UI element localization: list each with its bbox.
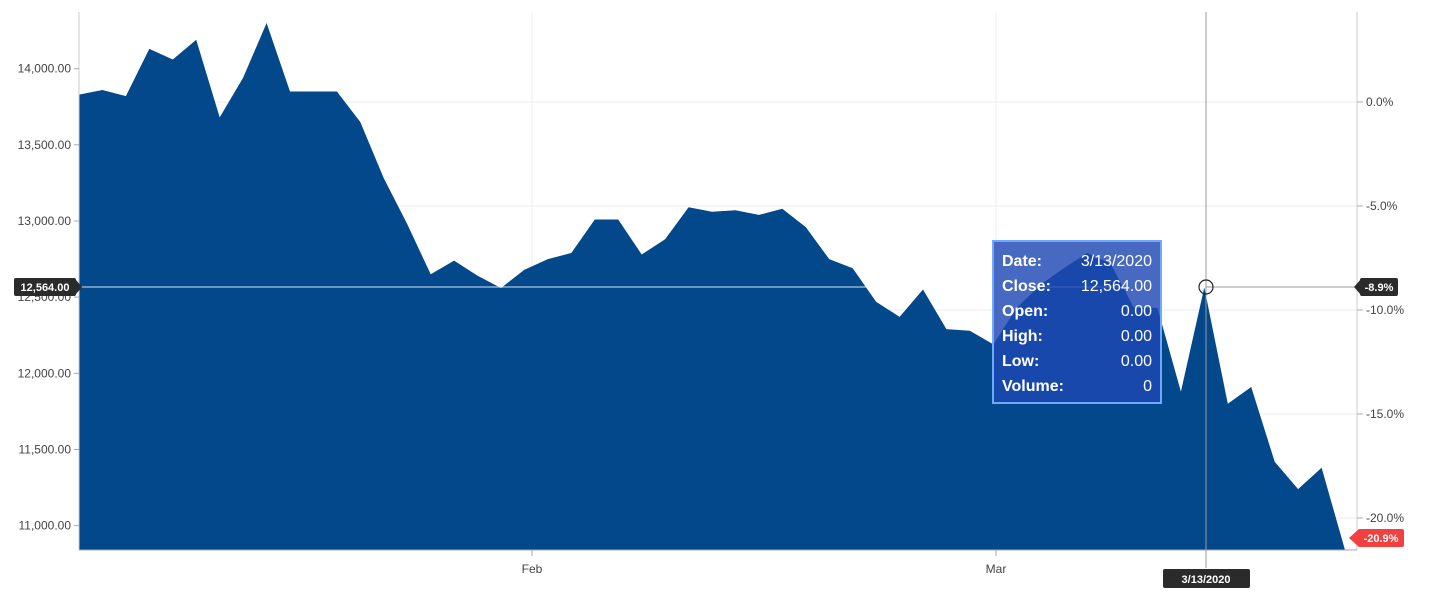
y2-tick-label: -5.0% bbox=[1366, 199, 1398, 213]
y-tick-label: 11,000.00 bbox=[19, 519, 72, 533]
tooltip-value: 0.00 bbox=[1120, 328, 1152, 345]
current-value-flag-box bbox=[14, 278, 76, 296]
tooltip-label: Low: bbox=[1002, 353, 1040, 370]
y-axis-labels: 11,000.0011,500.0012,000.0012,500.0013,0… bbox=[18, 62, 79, 533]
current-value-flag-text: 12,564.00 bbox=[21, 282, 70, 294]
crosshair-date-flag-box bbox=[1163, 569, 1250, 588]
tooltip-value: 0.00 bbox=[1120, 303, 1152, 320]
tooltip-value: 3/13/2020 bbox=[1080, 253, 1152, 270]
last-change-flag-box bbox=[1358, 529, 1404, 547]
y-tick-label: 12,000.00 bbox=[18, 366, 72, 380]
last-change-flag: -20.9% bbox=[1349, 529, 1404, 547]
tooltip-row-date: Date: 3/13/2020 bbox=[1002, 251, 1152, 276]
x-tick-label-feb: Feb bbox=[522, 562, 543, 576]
crosshair-date-flag-text: 3/13/2020 bbox=[1182, 574, 1231, 586]
tooltip-value: 12,564.00 bbox=[1080, 278, 1152, 295]
y2-tick-label: 0.0% bbox=[1366, 95, 1394, 109]
current-value-flag: 12,564.00 bbox=[14, 278, 82, 296]
tooltip-row-high: High: 0.00 bbox=[1002, 326, 1152, 351]
data-tooltip: Date: 3/13/2020 Close: 12,564.00 Open: 0… bbox=[992, 240, 1162, 404]
tooltip-label: High: bbox=[1002, 328, 1043, 345]
y-tick-label: 13,000.00 bbox=[18, 214, 72, 228]
current-change-flag: -8.9% bbox=[1354, 278, 1398, 296]
y2-tick-label: -15.0% bbox=[1366, 407, 1404, 421]
tooltip-row-low: Low: 0.00 bbox=[1002, 351, 1152, 376]
tooltip-value: 0.00 bbox=[1120, 353, 1152, 370]
last-change-flag-arrow bbox=[1349, 529, 1359, 547]
current-change-flag-text: -8.9% bbox=[1365, 282, 1394, 294]
current-change-flag-box bbox=[1360, 278, 1398, 296]
tooltip-label: Date: bbox=[1002, 253, 1043, 270]
y-tick-label: 11,500.00 bbox=[19, 443, 72, 457]
y2-tick-label: -20.0% bbox=[1366, 511, 1404, 525]
crosshair-date-flag: 3/13/2020 bbox=[1163, 569, 1250, 588]
tooltip-row-close: Close: 12,564.00 bbox=[1002, 276, 1152, 301]
last-change-flag-text: -20.9% bbox=[1364, 533, 1399, 545]
y2-tick-label: -10.0% bbox=[1366, 303, 1404, 317]
y2-axis-labels: 0.0% -5.0% -10.0% -15.0% -20.0% bbox=[1357, 95, 1404, 525]
current-change-flag-arrow bbox=[1354, 279, 1361, 295]
x-tick-label-mar: Mar bbox=[986, 562, 1007, 576]
tooltip-label: Volume: bbox=[1002, 378, 1064, 395]
tooltip-label: Close: bbox=[1002, 278, 1051, 295]
tooltip-row-open: Open: 0.00 bbox=[1002, 301, 1152, 326]
tooltip-value: 0 bbox=[1143, 378, 1152, 395]
y-tick-label: 13,500.00 bbox=[18, 138, 72, 152]
tooltip-row-volume: Volume: 0 bbox=[1002, 376, 1152, 401]
tooltip-label: Open: bbox=[1002, 303, 1049, 320]
current-value-flag-arrow bbox=[76, 280, 82, 294]
crosshair-marker bbox=[1198, 279, 1214, 295]
y-tick-label: 14,000.00 bbox=[18, 62, 72, 76]
